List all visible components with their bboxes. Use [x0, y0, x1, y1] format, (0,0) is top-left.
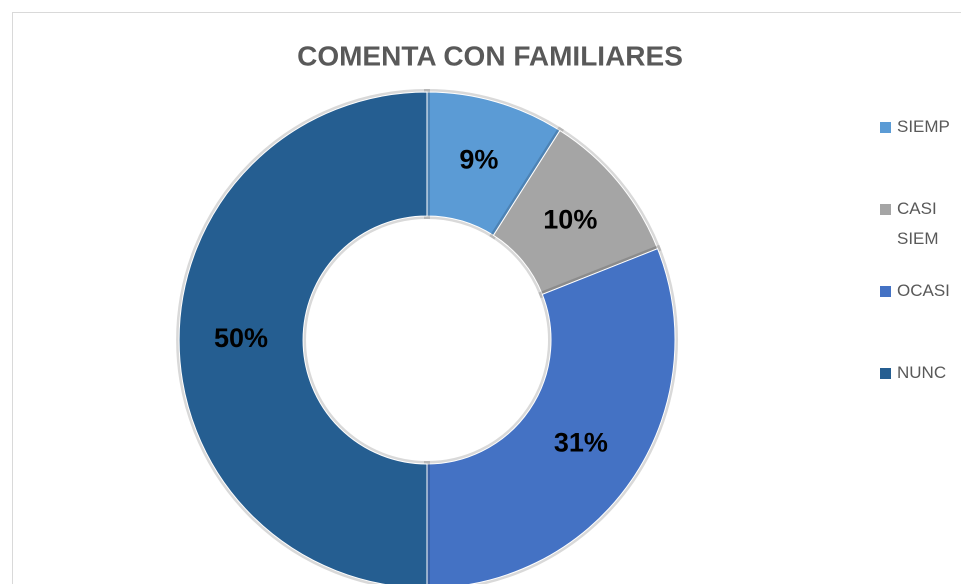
- legend-swatch: [880, 122, 891, 133]
- data-label: 10%: [543, 205, 597, 235]
- legend-swatch: [880, 204, 891, 215]
- segment-edge: [178, 91, 428, 584]
- data-label: 50%: [214, 323, 268, 353]
- legend-item: CASI SIEM: [880, 194, 959, 254]
- data-label: 31%: [554, 428, 608, 458]
- chart-title: COMENTA CON FAMILIARES: [297, 40, 683, 71]
- legend-item: NUNC: [880, 358, 959, 388]
- legend-label: SIEMP: [897, 117, 950, 136]
- legend-item: OCASI: [880, 276, 959, 306]
- legend-label: OCASI: [897, 281, 950, 300]
- legend-swatch: [880, 368, 891, 379]
- legend-label: NUNC: [897, 363, 947, 382]
- legend-label: CASI SIEM: [897, 199, 939, 248]
- segment-edge: [426, 248, 676, 584]
- data-label: 9%: [459, 145, 498, 175]
- legend-item: SIEMP: [880, 112, 959, 142]
- legend-swatch: [880, 286, 891, 297]
